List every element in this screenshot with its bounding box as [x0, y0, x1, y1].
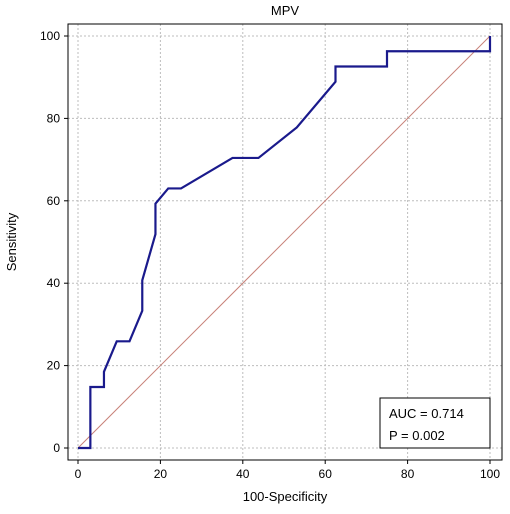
y-tick-label: 80	[47, 111, 61, 125]
plot-frame	[67, 23, 503, 461]
y-tick-label: 40	[47, 276, 61, 290]
x-axis-title: 100-Specificity	[243, 489, 328, 504]
grid	[68, 24, 502, 460]
p-value-label: P = 0.002	[389, 428, 445, 443]
x-tick-label: 80	[401, 467, 415, 481]
x-tick-label: 60	[319, 467, 333, 481]
axis-ticks: 0 20 40 60 80 100 0 20 40 60 80 100	[40, 29, 500, 481]
chart-title: MPV	[271, 3, 300, 18]
reference-diagonal-line	[77, 35, 491, 449]
y-axis-title: Sensitivity	[4, 212, 19, 271]
legend-frame	[379, 397, 491, 449]
auc-label: AUC = 0.714	[389, 406, 464, 421]
y-tick-label: 60	[47, 194, 61, 208]
y-tick-label: 0	[53, 441, 60, 455]
legend-box: AUC = 0.714 P = 0.002	[379, 397, 491, 449]
x-tick-label: 100	[480, 467, 500, 481]
reference-line	[77, 35, 491, 449]
x-tick-label: 40	[236, 467, 250, 481]
roc-curve-line	[78, 36, 492, 450]
y-tick-label: 100	[40, 29, 60, 43]
x-tick-label: 20	[154, 467, 168, 481]
y-tick-label: 20	[47, 359, 61, 373]
x-tick-label: 0	[75, 467, 82, 481]
roc-curve	[78, 36, 492, 450]
